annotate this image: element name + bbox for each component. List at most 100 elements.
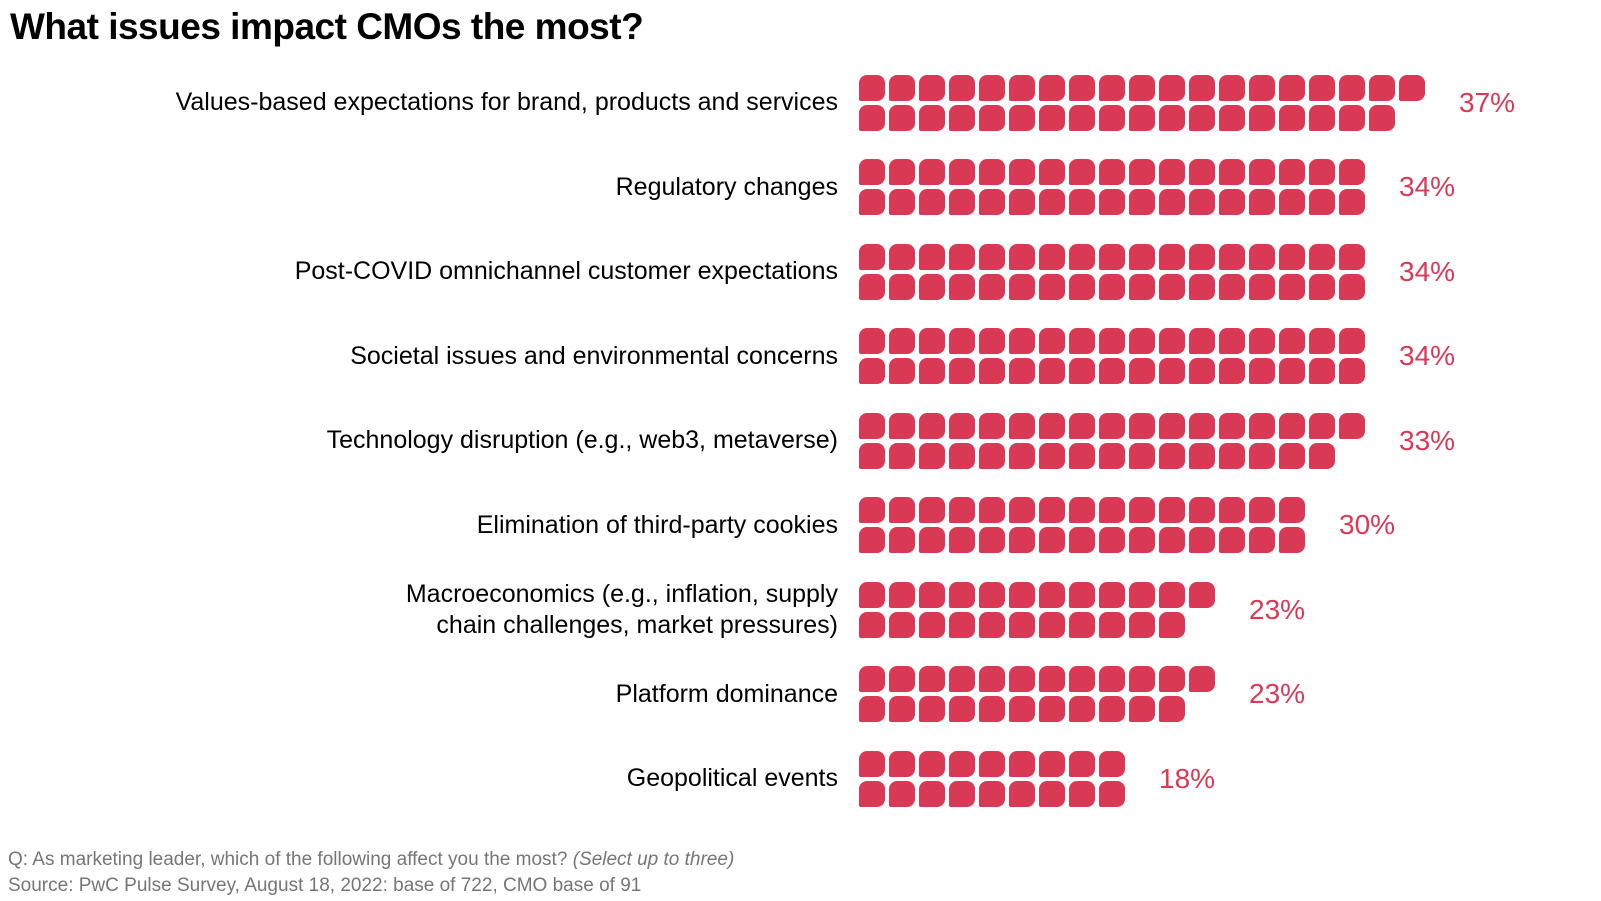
- waffle-square: [1279, 104, 1305, 131]
- waffle-square: [1279, 189, 1305, 216]
- waffle-square: [919, 666, 945, 693]
- waffle-square: [1219, 273, 1245, 300]
- waffle-square: [859, 412, 885, 439]
- waffle-square: [1279, 273, 1305, 300]
- chart-row: Platform dominance 23%: [0, 666, 1601, 723]
- waffle-square: [1069, 696, 1095, 723]
- waffle-square: [1039, 696, 1065, 723]
- waffle-square: [1099, 611, 1125, 638]
- waffle-square: [1129, 412, 1155, 439]
- waffle-square: [949, 696, 975, 723]
- waffle-square: [919, 750, 945, 777]
- waffle-square: [1009, 750, 1035, 777]
- waffle-square: [859, 581, 885, 608]
- waffle-square: [1009, 104, 1035, 131]
- waffle-square: [1249, 358, 1275, 385]
- waffle-bar-line: [859, 780, 1125, 807]
- waffle-square: [1009, 666, 1035, 693]
- waffle-square: [1039, 666, 1065, 693]
- waffle-square: [949, 442, 975, 469]
- waffle-square: [1309, 328, 1335, 355]
- waffle-square: [979, 189, 1005, 216]
- waffle-square: [1069, 750, 1095, 777]
- waffle-bar-line: [859, 581, 1215, 608]
- waffle-square: [1189, 412, 1215, 439]
- waffle-square: [859, 74, 885, 101]
- waffle-square: [949, 74, 975, 101]
- waffle-square: [1099, 696, 1125, 723]
- waffle-square: [1009, 442, 1035, 469]
- waffle-square: [979, 780, 1005, 807]
- waffle-square: [1009, 497, 1035, 524]
- waffle-square: [1159, 442, 1185, 469]
- waffle-square: [1159, 104, 1185, 131]
- waffle-square: [1069, 666, 1095, 693]
- waffle-square: [979, 497, 1005, 524]
- waffle-square: [1309, 358, 1335, 385]
- waffle-square: [1219, 358, 1245, 385]
- chart-row: Macroeconomics (e.g., inflation, supply …: [0, 580, 1601, 639]
- waffle-square: [1009, 189, 1035, 216]
- waffle-bar-line: [859, 74, 1425, 101]
- waffle-square: [1219, 412, 1245, 439]
- waffle-square: [859, 243, 885, 270]
- chart-title: What issues impact CMOs the most?: [10, 6, 644, 47]
- waffle-square: [1339, 104, 1365, 131]
- waffle-square: [859, 750, 885, 777]
- waffle-square: [1159, 527, 1185, 554]
- waffle-square: [1069, 581, 1095, 608]
- chart-row: Post-COVID omnichannel customer expectat…: [0, 243, 1601, 300]
- waffle-square: [889, 780, 915, 807]
- waffle-square: [1279, 159, 1305, 186]
- waffle-square: [1069, 497, 1095, 524]
- waffle-square: [1189, 581, 1215, 608]
- waffle-square: [1039, 189, 1065, 216]
- waffle-square: [949, 581, 975, 608]
- waffle-square: [1219, 74, 1245, 101]
- waffle-bar: [859, 74, 1425, 131]
- waffle-square: [1309, 273, 1335, 300]
- waffle-square: [1009, 412, 1035, 439]
- waffle-square: [859, 104, 885, 131]
- waffle-square: [889, 581, 915, 608]
- category-label: Regulatory changes: [615, 172, 838, 201]
- waffle-square: [1159, 159, 1185, 186]
- waffle-square: [1099, 497, 1125, 524]
- waffle-square: [949, 750, 975, 777]
- waffle-bar-line: [859, 243, 1365, 270]
- waffle-square: [859, 358, 885, 385]
- waffle-square: [919, 581, 945, 608]
- waffle-square: [979, 611, 1005, 638]
- waffle-square: [1309, 104, 1335, 131]
- chart-row: Geopolitical events 18%: [0, 750, 1601, 807]
- waffle-square: [1009, 328, 1035, 355]
- waffle-square: [1009, 611, 1035, 638]
- waffle-square: [949, 189, 975, 216]
- waffle-square: [949, 273, 975, 300]
- waffle-square: [1069, 328, 1095, 355]
- waffle-square: [889, 358, 915, 385]
- waffle-square: [1189, 358, 1215, 385]
- waffle-bar: [859, 750, 1125, 807]
- category-label: Post-COVID omnichannel customer expectat…: [294, 257, 838, 286]
- waffle-bar-line: [859, 104, 1425, 131]
- waffle-square: [949, 611, 975, 638]
- waffle-square: [919, 328, 945, 355]
- waffle-square: [1159, 328, 1185, 355]
- waffle-square: [1399, 74, 1425, 101]
- category-label: Societal issues and environmental concer…: [350, 341, 838, 370]
- waffle-square: [1009, 273, 1035, 300]
- waffle-square: [889, 666, 915, 693]
- waffle-square: [859, 780, 885, 807]
- waffle-square: [1069, 527, 1095, 554]
- waffle-square: [1339, 412, 1365, 439]
- waffle-square: [979, 412, 1005, 439]
- chart-row: Regulatory changes 34%: [0, 159, 1601, 216]
- waffle-square: [1219, 328, 1245, 355]
- waffle-bar: [859, 328, 1365, 385]
- waffle-square: [859, 328, 885, 355]
- waffle-square: [949, 328, 975, 355]
- waffle-square: [1189, 666, 1215, 693]
- waffle-square: [1249, 497, 1275, 524]
